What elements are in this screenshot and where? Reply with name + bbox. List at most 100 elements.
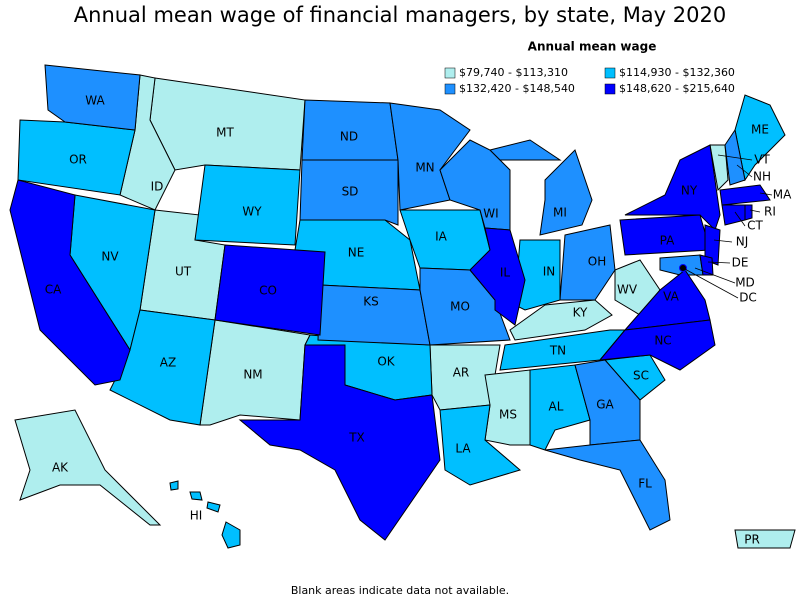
state-label: PR [744,533,760,547]
state-label: WY [242,205,262,219]
leader-line [682,267,739,299]
state-shape [149,77,306,171]
state-shape [704,224,721,266]
legend: $79,740 - $113,310 $114,930 - $132,360 $13… [444,66,735,95]
legend-label: $148,620 - $215,640 [619,82,735,95]
state-label: OR [69,153,87,167]
state-label: FL [638,477,652,491]
state-label: MN [415,161,434,175]
state-label: CO [259,284,277,298]
state-label: IL [500,266,511,280]
leader-line [759,192,773,196]
state-shape [598,319,716,371]
state-shape [221,521,241,549]
legend-title: Annual mean wage [528,40,657,54]
state-label: HI [190,509,203,523]
state-shape [44,64,141,131]
state-label: NM [243,368,262,382]
state-label: SC [633,369,649,383]
state-shape [299,159,399,226]
state-label: OH [588,255,606,269]
state-shape [14,409,162,526]
state-shape [469,227,526,326]
state-labels: MT ID UT NM AR MS KY WV VT AK PR OR NV WY AZ NE IA OK IN TN… [45,94,792,547]
state-label: ME [751,123,769,137]
legend-swatch [444,83,456,95]
state-label: AL [549,400,564,414]
state-label: AZ [160,356,176,370]
state-label: NH [753,170,771,184]
legend-label: $114,930 - $132,360 [619,66,735,79]
leader-line [707,261,731,264]
state-label: NC [654,334,671,348]
state-label: LA [455,442,471,456]
state-label: ND [340,130,358,144]
state-label: PA [660,234,675,248]
state-label: RI [764,205,776,219]
state-label: MT [216,126,234,140]
state-label: MO [450,300,470,314]
state-shape [734,529,796,549]
state-label: NV [101,250,119,264]
state-label: KY [573,306,588,320]
legend-swatch [444,67,456,79]
leader-line [717,154,753,161]
leader-line [713,239,733,243]
state-shape [189,491,203,501]
leader-line [734,211,746,227]
state-label: AR [453,366,470,380]
state-shape [489,139,562,161]
state-label: ID [151,180,164,194]
state-label: MA [773,188,792,202]
state-label: NY [681,184,698,198]
state-label: UT [175,265,192,279]
state-label: WI [483,207,498,221]
state-shape [214,244,326,336]
state-label: TX [348,431,365,445]
state-shape [539,149,593,236]
state-label: GA [596,398,614,412]
state-label: DE [732,256,749,270]
state-shape [17,119,136,196]
legend-label: $79,740 - $113,310 [459,66,568,79]
leader-line [736,164,753,178]
state-label: MD [735,276,755,290]
state-label: KS [363,295,379,309]
state-label: MS [499,408,517,422]
state-shape [709,144,729,192]
state-shape [509,299,613,341]
legend-swatch [604,67,616,79]
state-shape [194,164,301,246]
state-shape [744,204,753,221]
state-label: WV [617,283,638,297]
state-label: MI [553,206,567,220]
map-title: Annual mean wage of financial managers, … [74,3,726,27]
leader-line [694,267,736,284]
state-shape [544,439,671,531]
legend-label: $132,420 - $148,540 [459,82,575,95]
state-label: CA [45,283,62,297]
state-shape [169,480,179,491]
state-label: VA [663,290,679,304]
state-shape [9,179,131,386]
state-label: IN [543,265,556,279]
state-shape [719,184,771,206]
state-label: AK [52,461,69,475]
state-label: IA [435,230,448,244]
state-label: DC [739,291,757,305]
state-shape [721,204,746,226]
states [9,64,796,549]
state-label: WA [85,94,105,108]
state-label: VT [754,153,770,167]
legend-swatch [604,83,616,95]
footnote: Blank areas indicate data not available. [291,584,509,597]
state-shape [238,344,441,541]
state-label: TN [549,344,566,358]
state-label: OK [377,355,395,369]
state-shape [439,404,522,486]
state-label: CT [747,219,763,233]
state-shape [559,224,616,301]
state-shape [624,144,721,231]
state-shape [206,501,221,513]
